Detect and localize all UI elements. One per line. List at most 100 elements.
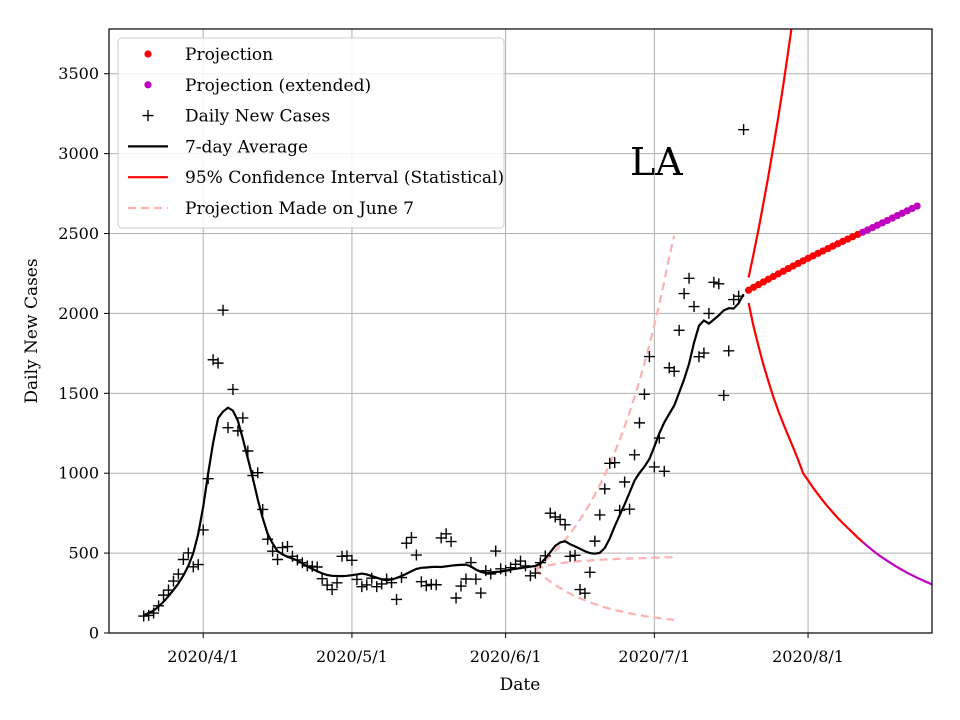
daily-case-marker <box>703 307 715 319</box>
daily-case-marker <box>519 560 531 572</box>
daily-case-marker <box>331 577 343 589</box>
daily-case-marker <box>326 584 338 596</box>
daily-case-marker <box>227 383 239 395</box>
daily-case-marker <box>341 550 353 562</box>
daily-case-marker <box>311 561 323 573</box>
legend-entry: Projection Made on June 7 <box>128 199 414 219</box>
daily-case-marker <box>143 609 155 621</box>
legend-entry: Projection <box>144 45 273 65</box>
plot-frame <box>108 28 933 634</box>
daily-case-marker <box>396 572 408 584</box>
daily-case-marker <box>619 476 631 488</box>
legend: Projection Projection (extended) Daily New… <box>117 37 505 229</box>
daily-case-marker <box>405 531 417 543</box>
grid <box>109 29 932 634</box>
daily-case-marker <box>252 467 264 479</box>
daily-case-marker <box>376 578 388 590</box>
y-tick-label: 2000 <box>58 304 99 323</box>
daily-case-marker <box>470 573 482 585</box>
daily-case-marker <box>257 503 269 515</box>
daily-case-marker <box>321 579 333 591</box>
legend-marker-dot <box>144 50 152 58</box>
x-tick-label: 2020/4/1 <box>167 647 239 666</box>
daily-case-marker <box>222 422 234 434</box>
x-tick-label: 2020/6/1 <box>470 647 542 666</box>
legend-label: Projection Made on June 7 <box>185 199 414 219</box>
daily-case-marker <box>688 301 700 313</box>
daily-case-marker <box>524 570 536 582</box>
daily-case-marker <box>460 573 472 585</box>
seven-day-average-line <box>143 293 745 617</box>
daily-case-marker <box>247 470 259 482</box>
daily-case-marker <box>529 567 541 579</box>
daily-case-marker <box>172 568 184 580</box>
daily-case-marker <box>549 511 561 523</box>
daily-case-marker <box>554 513 566 525</box>
daily-case-marker <box>400 537 412 549</box>
daily-case-marker <box>683 272 695 284</box>
legend-marker-dot <box>144 81 152 89</box>
june7-projection-center-line <box>535 556 675 571</box>
daily-case-marker <box>267 545 279 557</box>
daily-case-marker <box>658 465 670 477</box>
legend-label: Projection <box>185 45 273 65</box>
daily-case-marker <box>594 509 606 521</box>
x-axis-label: Date <box>500 675 541 695</box>
daily-case-marker <box>638 388 650 400</box>
legend-label: 95% Confidence Interval (Statistical) <box>185 168 504 188</box>
projection-extended-point <box>913 202 921 210</box>
axis-ticks: 2020/4/1 2020/5/1 2020/6/1 2020/7/1 2020/8/1… <box>58 64 844 666</box>
daily-case-marker <box>316 573 328 585</box>
daily-case-marker <box>515 555 526 567</box>
daily-case-marker <box>465 557 477 569</box>
daily-case-marker <box>192 559 204 571</box>
ci-lower-extended-line <box>861 541 932 586</box>
daily-case-marker <box>584 566 596 578</box>
daily-case-marker <box>386 577 398 589</box>
y-tick-label: 3000 <box>58 144 99 163</box>
ci-lower-line <box>747 302 864 543</box>
daily-case-marker <box>713 278 725 290</box>
daily-case-marker <box>495 563 507 575</box>
daily-case-marker <box>599 483 611 495</box>
daily-case-marker <box>723 345 735 357</box>
x-tick-label: 2020/8/1 <box>772 647 844 666</box>
daily-case-marker <box>177 553 189 565</box>
legend-box <box>117 37 505 229</box>
daily-case-marker <box>187 561 199 573</box>
y-tick-label: 500 <box>68 544 99 563</box>
y-axis-label: Daily New Cases <box>22 258 42 403</box>
daily-case-marker <box>420 580 432 592</box>
y-tick-label: 1000 <box>58 464 99 483</box>
daily-case-marker <box>291 554 303 566</box>
june7-projection-lower-line <box>534 568 675 621</box>
daily-case-marker <box>262 533 274 545</box>
daily-case-marker <box>281 541 293 553</box>
daily-case-marker <box>475 587 487 599</box>
legend-label: 7-day Average <box>185 137 308 157</box>
y-tick-label: 1500 <box>58 384 99 403</box>
y-tick-label: 2500 <box>58 224 99 243</box>
daily-case-marker <box>490 545 502 557</box>
daily-case-marker <box>242 445 254 457</box>
daily-case-marker <box>450 592 462 604</box>
daily-case-marker <box>648 461 660 473</box>
annotation-label: LA <box>630 140 683 184</box>
daily-case-marker <box>698 347 710 359</box>
daily-case-marker <box>182 547 194 559</box>
daily-case-marker <box>678 288 690 300</box>
daily-case-marker <box>232 425 244 437</box>
daily-case-marker <box>197 524 209 536</box>
daily-case-marker <box>158 589 170 601</box>
daily-case-marker <box>643 351 655 363</box>
daily-case-marker <box>564 550 576 562</box>
daily-case-marker <box>559 519 571 531</box>
daily-case-marker <box>708 276 720 288</box>
daily-case-marker <box>673 324 685 336</box>
daily-case-marker <box>534 557 546 569</box>
daily-case-marker <box>356 581 368 593</box>
daily-case-marker <box>445 536 457 548</box>
daily-case-marker <box>738 124 750 136</box>
daily-case-marker <box>371 581 383 593</box>
